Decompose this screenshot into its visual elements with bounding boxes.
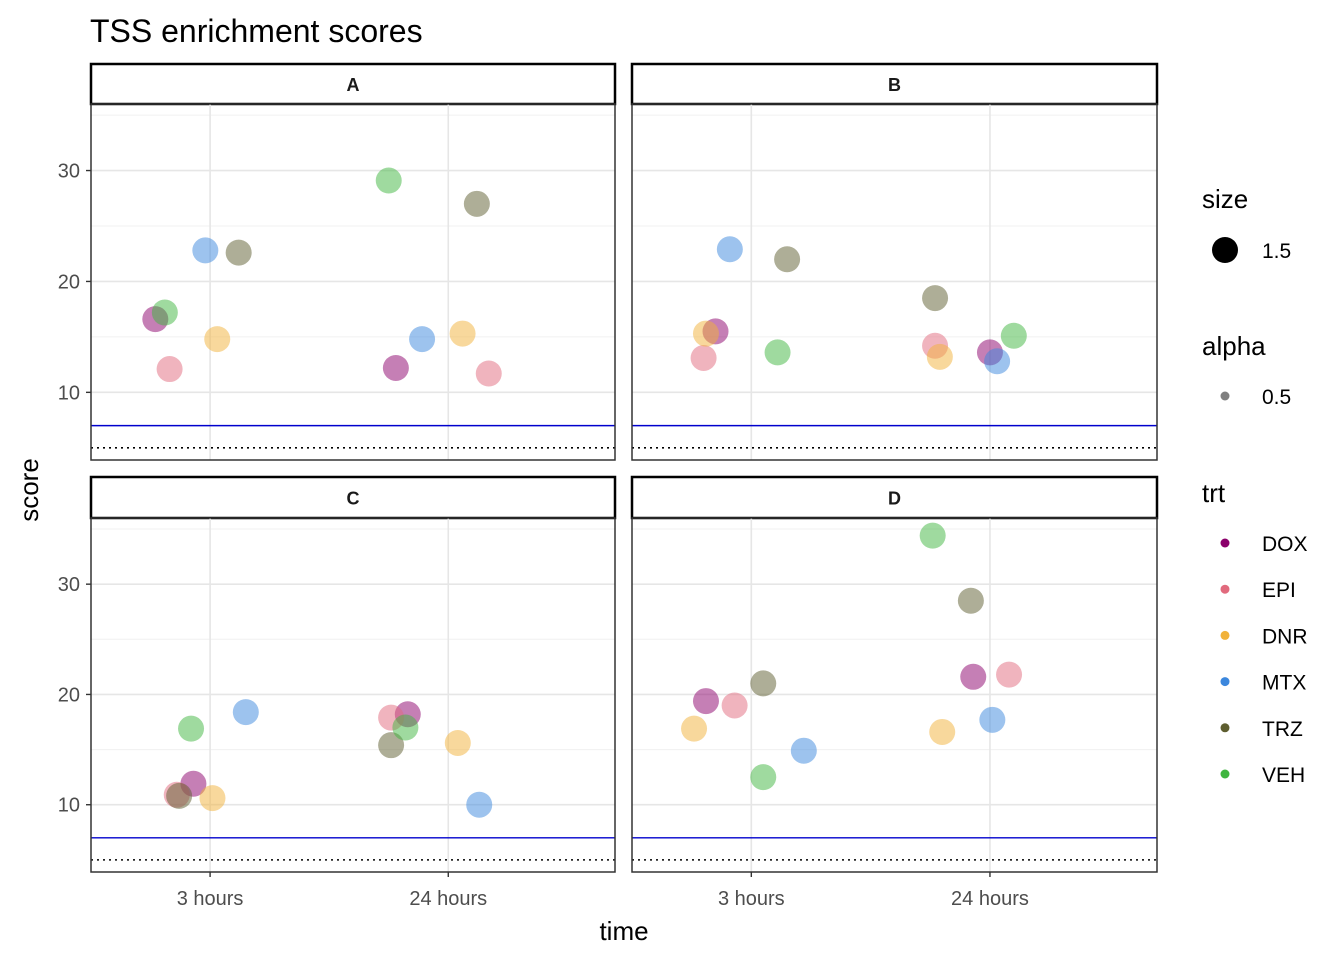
facet-strip bbox=[630, 62, 1159, 106]
panel-border bbox=[631, 103, 1158, 461]
chart-title: TSS enrichment scores bbox=[90, 13, 423, 49]
data-point-mtx bbox=[192, 237, 219, 264]
data-point-mtx bbox=[979, 706, 1006, 733]
y-tick-label: 10 bbox=[58, 795, 80, 817]
data-point-epi bbox=[721, 692, 748, 719]
data-point-mtx bbox=[409, 326, 436, 353]
facet-strip-label: B bbox=[888, 75, 901, 95]
data-point-mtx bbox=[984, 348, 1011, 375]
data-point-trz bbox=[463, 190, 490, 217]
data-point-dnr bbox=[199, 785, 226, 812]
data-point-mtx bbox=[716, 236, 743, 263]
data-point-dnr bbox=[681, 715, 708, 742]
trt-legend-label-dox: DOX bbox=[1262, 533, 1308, 556]
data-point-dox bbox=[382, 354, 409, 381]
data-point-dox bbox=[692, 688, 719, 715]
data-point-mtx bbox=[790, 737, 817, 764]
facet-panel-d: D 3 hours 24 hours bbox=[630, 475, 1159, 910]
data-point-veh bbox=[151, 299, 178, 326]
facet-panel-b: B bbox=[630, 62, 1159, 461]
data-point-mtx bbox=[232, 699, 259, 726]
facet-strip bbox=[89, 62, 617, 106]
data-point-veh bbox=[1000, 322, 1027, 349]
facet-strip bbox=[89, 475, 617, 520]
data-point-dnr bbox=[204, 326, 231, 353]
data-point-epi bbox=[156, 356, 183, 383]
x-tick-label: 24 hours bbox=[409, 888, 487, 910]
data-point-epi bbox=[475, 360, 502, 387]
x-tick-label: 3 hours bbox=[177, 888, 244, 910]
data-point-epi bbox=[996, 661, 1023, 688]
data-point-trz bbox=[922, 285, 949, 312]
facet-panel-c: C 10 20 30 3 hours 24 hours bbox=[58, 475, 617, 910]
y-axis-title: score bbox=[14, 458, 44, 522]
y-tick-label: 10 bbox=[58, 382, 80, 404]
alpha-legend-title: alpha bbox=[1202, 331, 1266, 361]
data-point-veh bbox=[750, 764, 777, 791]
data-point-dnr bbox=[692, 320, 719, 347]
data-point-veh bbox=[375, 167, 402, 194]
data-point-dnr bbox=[449, 320, 476, 347]
trt-legend-label-veh: VEH bbox=[1262, 764, 1305, 787]
trt-legend-key-veh bbox=[1220, 769, 1230, 779]
facet-strip-label: C bbox=[347, 489, 360, 509]
alpha-legend-key bbox=[1220, 391, 1230, 401]
alpha-legend-label: 0.5 bbox=[1262, 386, 1291, 409]
data-point-trz bbox=[774, 246, 801, 273]
panel-border bbox=[631, 517, 1158, 873]
data-point-trz bbox=[166, 782, 193, 809]
facet-strip-label: D bbox=[888, 489, 901, 509]
x-tick-label: 3 hours bbox=[718, 888, 785, 910]
y-tick-label: 30 bbox=[58, 161, 80, 183]
trt-legend-key-dox bbox=[1220, 538, 1230, 548]
facet-panels: A 10 20 30 B C 10 20 30 3 hours 24 hours D 3 hours 24… bbox=[58, 62, 1159, 910]
size-legend-title: size bbox=[1202, 184, 1248, 214]
y-tick-label: 20 bbox=[58, 271, 80, 293]
trt-legend-title: trt bbox=[1202, 478, 1226, 508]
trt-legend-key-dnr bbox=[1220, 630, 1230, 640]
trt-legend-key-mtx bbox=[1220, 677, 1230, 687]
trt-legend-key-trz bbox=[1220, 723, 1230, 733]
data-point-trz bbox=[957, 587, 984, 614]
trt-legend-label-dnr: DNR bbox=[1262, 625, 1308, 648]
size-legend-label: 1.5 bbox=[1262, 240, 1291, 263]
data-point-veh bbox=[764, 339, 791, 366]
data-point-veh bbox=[919, 522, 946, 549]
data-point-dnr bbox=[926, 343, 953, 370]
x-tick-label: 24 hours bbox=[951, 888, 1029, 910]
size-legend-key bbox=[1212, 237, 1238, 263]
data-point-dox bbox=[960, 663, 987, 690]
trt-legend-label-trz: TRZ bbox=[1262, 718, 1303, 741]
data-point-dnr bbox=[929, 718, 956, 745]
trt-legend-key-epi bbox=[1220, 584, 1230, 594]
x-axis-title: time bbox=[599, 916, 648, 946]
data-point-trz bbox=[225, 239, 252, 266]
trt-legend-label-epi: EPI bbox=[1262, 579, 1296, 602]
data-point-epi bbox=[690, 344, 717, 371]
facet-panel-a: A 10 20 30 bbox=[58, 62, 617, 461]
trt-legend-label-mtx: MTX bbox=[1262, 672, 1306, 695]
facet-strip-label: A bbox=[347, 75, 360, 95]
data-point-mtx bbox=[466, 791, 493, 818]
data-point-veh bbox=[392, 714, 419, 741]
data-point-dnr bbox=[444, 729, 471, 756]
legend: size 1.5 alpha 0.5 trt DOX EPI DNR MTX TRZ VEH bbox=[1202, 184, 1308, 787]
y-tick-label: 30 bbox=[58, 574, 80, 596]
y-tick-label: 20 bbox=[58, 684, 80, 706]
data-point-trz bbox=[750, 670, 777, 697]
data-point-veh bbox=[178, 715, 205, 742]
data-point-trz bbox=[378, 732, 405, 759]
